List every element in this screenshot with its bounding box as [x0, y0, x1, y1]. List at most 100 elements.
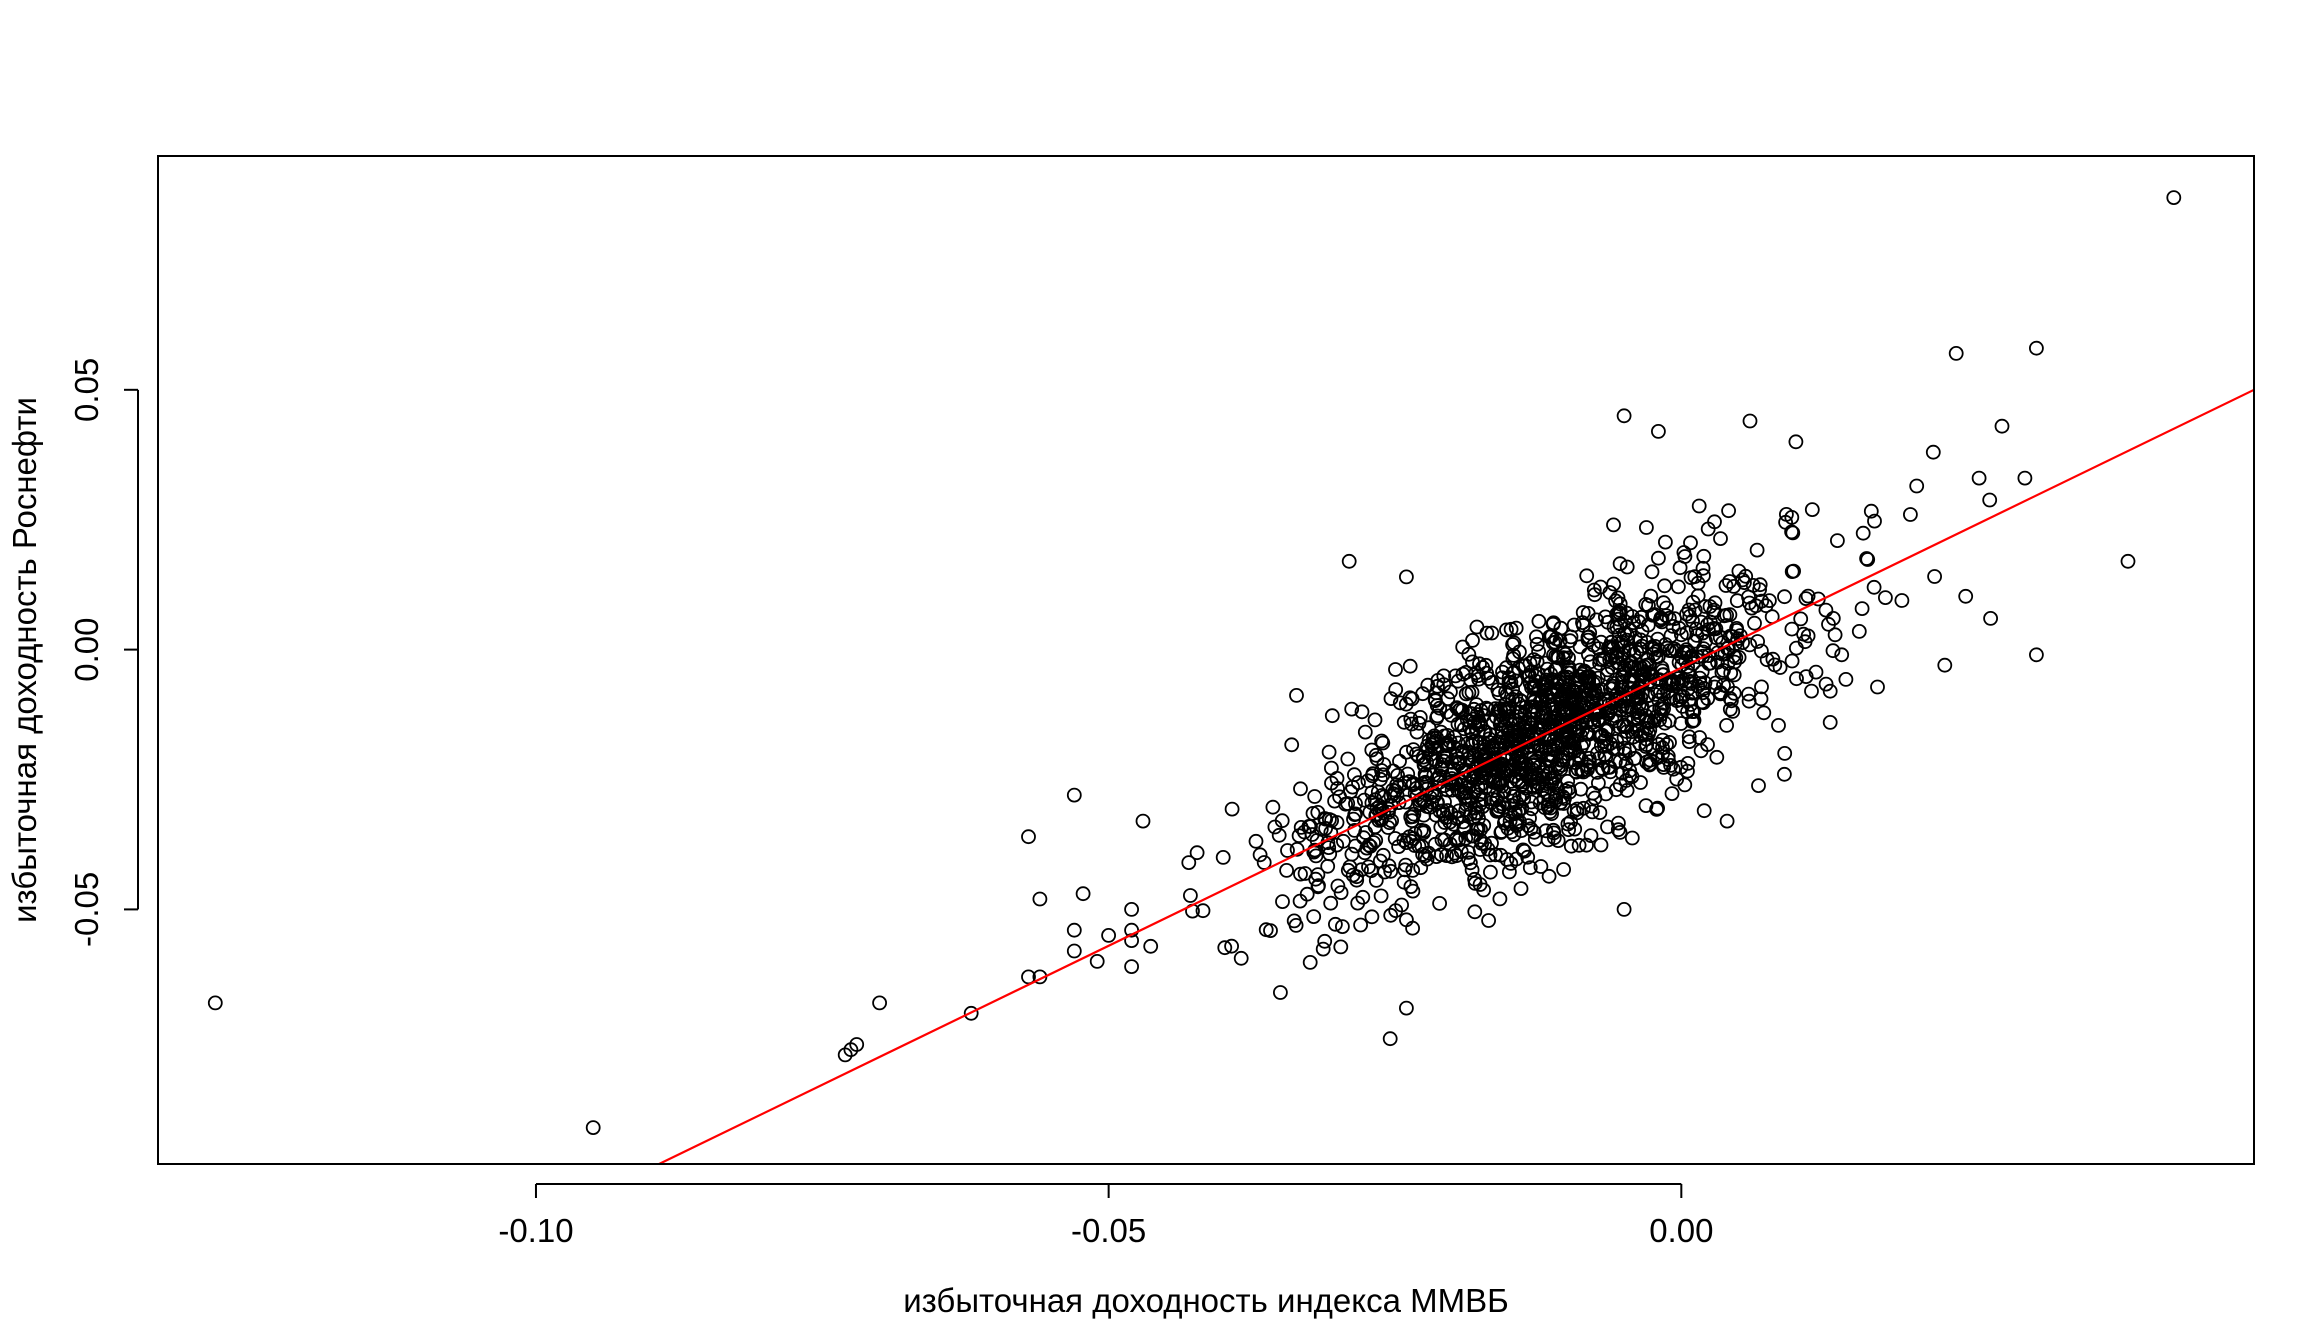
data-point	[1469, 619, 1485, 635]
data-point	[1673, 689, 1689, 705]
data-point	[1327, 793, 1342, 809]
data-point	[1458, 780, 1473, 796]
data-point	[1785, 525, 1801, 541]
data-point	[1671, 620, 1687, 636]
data-point	[1569, 801, 1585, 817]
data-point	[1617, 746, 1633, 761]
data-point	[1383, 907, 1399, 923]
data-point	[1529, 629, 1544, 645]
data-point	[1606, 619, 1622, 635]
data-point	[1643, 588, 1659, 604]
data-point	[1373, 771, 1388, 787]
data-point	[1894, 593, 1910, 608]
data-point	[1550, 683, 1566, 699]
data-point	[1793, 611, 1809, 627]
data-point	[1696, 803, 1712, 819]
data-point	[1540, 786, 1555, 802]
data-point	[1492, 891, 1508, 907]
data-point	[1630, 711, 1646, 727]
data-point	[1741, 693, 1757, 709]
data-point	[1388, 662, 1403, 677]
data-point	[1383, 691, 1399, 706]
data-point	[1719, 718, 1734, 733]
plot-frame	[157, 155, 2255, 1165]
data-point	[1307, 843, 1323, 859]
data-point	[1721, 503, 1736, 519]
data-point	[1759, 652, 1775, 668]
data-point	[1189, 845, 1205, 861]
data-point	[1467, 876, 1483, 891]
data-point	[1948, 345, 1964, 361]
data-point	[1089, 954, 1105, 969]
data-point	[1765, 651, 1781, 667]
data-point	[1821, 616, 1836, 632]
data-point	[1463, 706, 1479, 721]
data-point	[1642, 666, 1658, 682]
data-point	[1598, 723, 1613, 739]
data-point	[1347, 767, 1362, 783]
data-point	[1690, 678, 1706, 694]
data-point	[1561, 822, 1576, 838]
data-point	[1351, 775, 1366, 791]
data-point	[1375, 735, 1391, 751]
data-point	[1818, 676, 1834, 692]
data-point	[1443, 805, 1459, 821]
data-point	[1347, 807, 1363, 823]
data-point	[1509, 851, 1524, 867]
data-point	[1660, 748, 1676, 764]
data-point	[1567, 821, 1583, 837]
data-point	[1569, 764, 1584, 780]
data-point	[1383, 863, 1399, 879]
data-point	[1293, 866, 1308, 882]
data-point	[849, 1037, 865, 1052]
data-point	[1685, 704, 1700, 719]
data-point	[1818, 602, 1834, 618]
data-point	[1854, 601, 1870, 616]
data-point	[1367, 712, 1383, 728]
data-point	[1612, 825, 1628, 840]
data-point	[1982, 492, 1998, 508]
data-point	[1602, 585, 1618, 600]
data-point	[1513, 727, 1528, 743]
data-point	[1624, 830, 1640, 846]
data-point	[1663, 676, 1679, 692]
data-point	[1751, 778, 1766, 793]
data-point	[1329, 837, 1345, 853]
data-point	[1381, 801, 1396, 817]
data-point	[1808, 664, 1824, 680]
data-point	[1507, 806, 1523, 822]
data-point	[1641, 598, 1656, 613]
data-point	[1373, 888, 1389, 904]
data-point	[1694, 664, 1710, 680]
data-point	[1479, 753, 1495, 769]
data-point	[1866, 579, 1882, 595]
data-point	[1503, 675, 1519, 690]
data-point	[1729, 621, 1744, 636]
data-point	[1604, 634, 1619, 650]
data-point	[207, 995, 223, 1011]
data-point	[1565, 697, 1580, 713]
data-point	[1642, 722, 1658, 738]
data-point	[1356, 792, 1372, 808]
data-point	[1428, 693, 1443, 709]
data-point	[2029, 647, 2044, 663]
data-point	[1534, 744, 1550, 759]
data-point	[1341, 553, 1357, 569]
data-point	[1195, 903, 1211, 919]
data-point	[1417, 766, 1433, 782]
data-point	[1747, 615, 1762, 631]
data-point	[1742, 637, 1758, 653]
data-point	[1534, 710, 1549, 726]
data-point	[1593, 837, 1609, 853]
data-point	[1473, 822, 1488, 837]
data-point	[1333, 939, 1349, 955]
data-point	[1280, 843, 1295, 858]
x-tick-label: -0.05	[1071, 1212, 1146, 1249]
data-point	[1461, 845, 1476, 860]
data-point	[1406, 806, 1422, 822]
data-point	[1579, 837, 1594, 853]
data-point	[1706, 605, 1721, 620]
data-point	[1654, 614, 1670, 630]
data-point	[1685, 594, 1701, 610]
data-point	[1777, 746, 1793, 761]
